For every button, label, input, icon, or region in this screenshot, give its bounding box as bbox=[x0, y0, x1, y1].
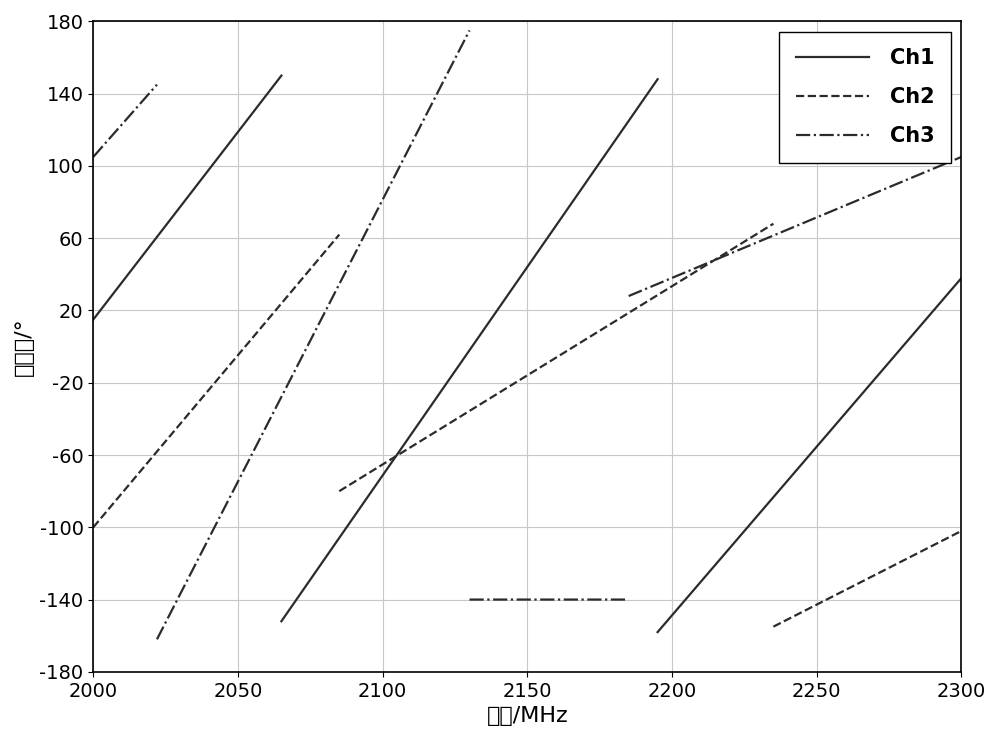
Ch2 bbox=[87, 523, 99, 532]
Legend: Ch1, Ch2, Ch3: Ch1, Ch2, Ch3 bbox=[779, 32, 951, 163]
Line: Ch1: Ch1 bbox=[93, 75, 961, 632]
Ch2 bbox=[955, 526, 967, 535]
Ch3 bbox=[151, 80, 163, 89]
Ch3 bbox=[464, 26, 476, 35]
Ch3 bbox=[955, 152, 967, 161]
Ch1 bbox=[275, 617, 287, 626]
Ch1 bbox=[652, 75, 664, 84]
Ch2 bbox=[767, 219, 779, 228]
Ch3 bbox=[464, 595, 476, 604]
Line: Ch2: Ch2 bbox=[93, 223, 961, 627]
Ch1 bbox=[955, 274, 967, 283]
Ch1 bbox=[87, 315, 99, 324]
Ch1 bbox=[652, 628, 664, 636]
Ch3 bbox=[87, 152, 99, 161]
Y-axis label: 相位差/°: 相位差/° bbox=[14, 317, 34, 376]
Ch1 bbox=[275, 71, 287, 80]
Ch2 bbox=[767, 622, 779, 631]
X-axis label: 频率/MHz: 频率/MHz bbox=[487, 706, 568, 726]
Ch3 bbox=[623, 595, 635, 604]
Ch3 bbox=[151, 635, 163, 644]
Ch2 bbox=[333, 230, 345, 239]
Line: Ch3: Ch3 bbox=[93, 30, 961, 639]
Ch3 bbox=[623, 292, 635, 300]
Ch2 bbox=[333, 487, 345, 496]
